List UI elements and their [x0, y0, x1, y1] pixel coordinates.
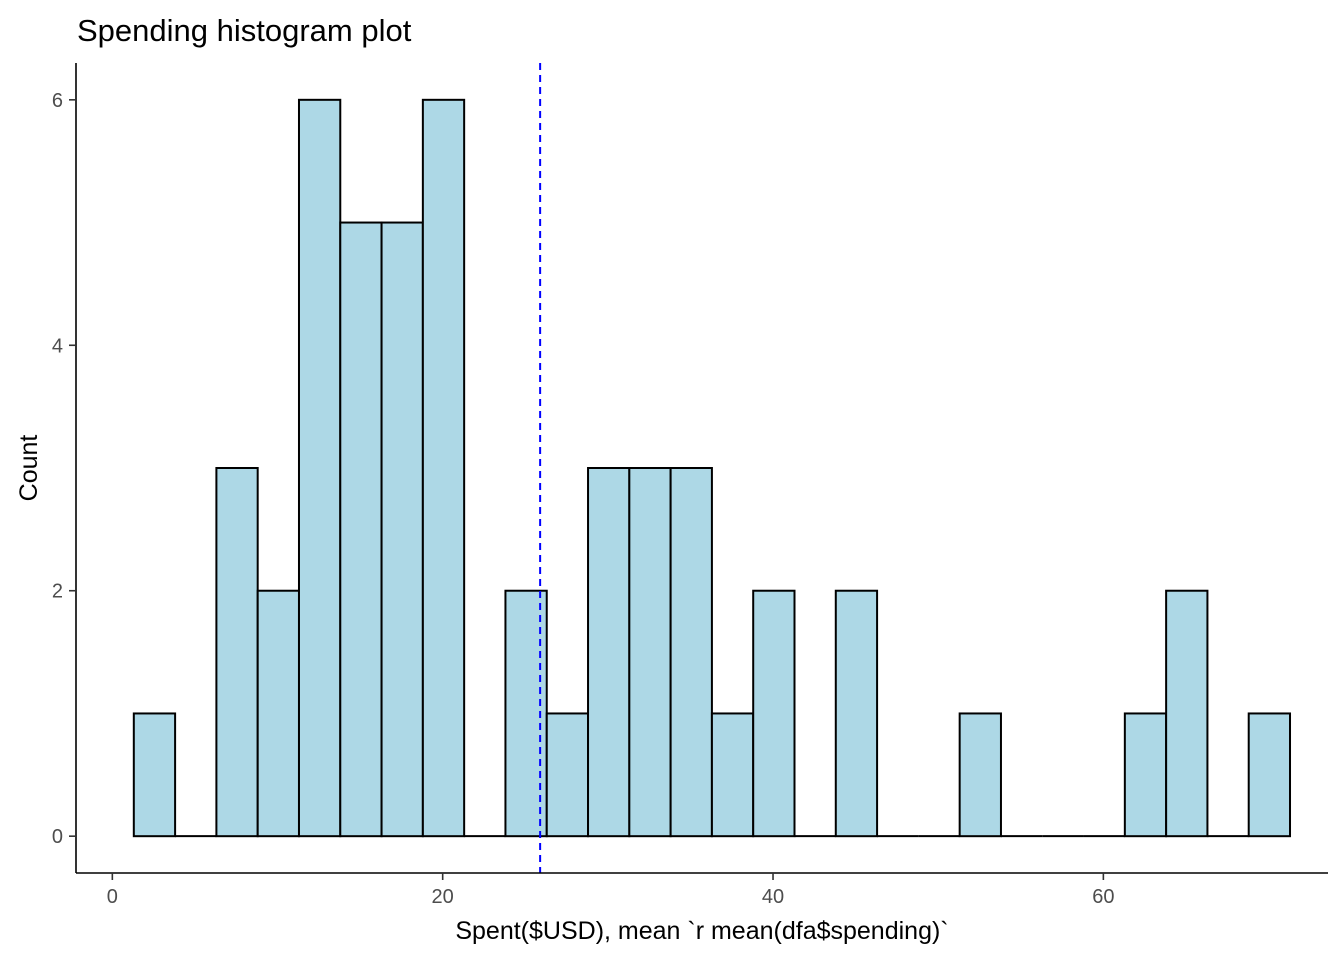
x-tick-label: 0 [107, 886, 118, 908]
histogram-bar [256, 589, 300, 838]
histogram-bar [215, 467, 259, 838]
x-tick-label: 20 [432, 886, 454, 908]
histogram-bar [1123, 712, 1168, 838]
histogram-bar [587, 467, 631, 838]
histogram-bar [710, 712, 755, 838]
y-tick-label: 4 [52, 335, 63, 357]
histogram-bar [421, 98, 466, 838]
histogram-bar [545, 712, 590, 838]
histogram-bar [1247, 712, 1292, 838]
histogram-bar [834, 589, 879, 838]
histogram-bar [380, 221, 424, 838]
histogram-bar [628, 467, 672, 838]
x-axis-ticks: 0 20 40 60 [107, 873, 1114, 908]
y-tick-label: 2 [52, 581, 63, 603]
x-axis-title: Spent($USD), mean `r mean(dfa$spending)` [455, 917, 948, 945]
x-tick-label: 40 [762, 886, 784, 908]
histogram-bars [132, 98, 1292, 838]
histogram-bar [132, 712, 177, 838]
x-tick-label: 60 [1092, 886, 1114, 908]
histogram-bar [339, 221, 383, 838]
y-axis-ticks: 0 2 4 6 [52, 90, 76, 848]
y-axis-title: Count [15, 435, 43, 502]
histogram-bar [958, 712, 1002, 838]
y-tick-label: 6 [52, 90, 63, 112]
histogram-bar [1165, 589, 1209, 838]
histogram-bar [752, 589, 796, 838]
histogram-bar [297, 98, 342, 838]
histogram-bar [669, 467, 713, 838]
y-tick-label: 0 [52, 826, 63, 848]
chart-title: Spending histogram plot [77, 13, 412, 48]
